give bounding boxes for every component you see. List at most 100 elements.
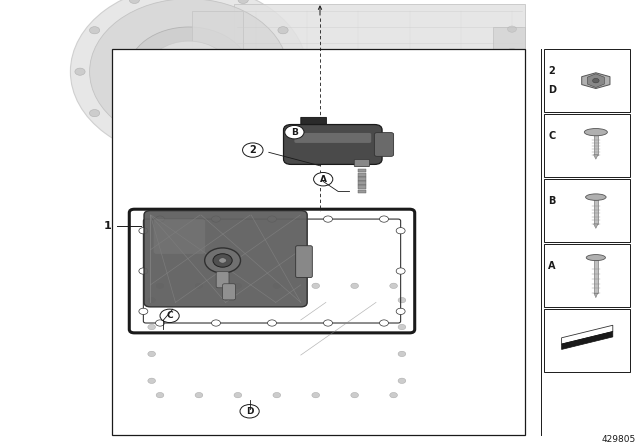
FancyBboxPatch shape <box>544 244 630 307</box>
Circle shape <box>243 143 263 157</box>
Circle shape <box>75 68 85 75</box>
Text: B: B <box>548 196 556 206</box>
FancyBboxPatch shape <box>112 49 525 435</box>
FancyBboxPatch shape <box>284 125 382 164</box>
FancyBboxPatch shape <box>358 190 366 193</box>
Ellipse shape <box>70 0 307 159</box>
Polygon shape <box>594 155 598 159</box>
Circle shape <box>90 110 100 117</box>
Circle shape <box>285 125 304 139</box>
Circle shape <box>139 268 148 274</box>
FancyBboxPatch shape <box>594 260 598 293</box>
Circle shape <box>156 320 164 326</box>
Circle shape <box>195 392 203 398</box>
Circle shape <box>593 78 599 83</box>
Circle shape <box>160 309 179 323</box>
Circle shape <box>508 93 516 99</box>
FancyBboxPatch shape <box>493 27 525 108</box>
Circle shape <box>396 228 405 234</box>
Text: C: C <box>166 311 173 320</box>
Circle shape <box>148 378 156 383</box>
Ellipse shape <box>584 129 607 136</box>
FancyBboxPatch shape <box>544 309 630 372</box>
FancyBboxPatch shape <box>594 134 598 155</box>
Circle shape <box>380 320 388 326</box>
Circle shape <box>148 297 156 303</box>
Circle shape <box>268 320 276 326</box>
Circle shape <box>129 140 140 147</box>
Circle shape <box>273 283 280 289</box>
Text: 2: 2 <box>250 145 256 155</box>
Circle shape <box>390 283 397 289</box>
Circle shape <box>380 216 388 222</box>
Circle shape <box>398 378 406 383</box>
Polygon shape <box>410 278 422 414</box>
Circle shape <box>312 392 319 398</box>
Circle shape <box>268 216 276 222</box>
FancyBboxPatch shape <box>544 179 630 242</box>
FancyBboxPatch shape <box>216 271 229 288</box>
Circle shape <box>139 228 148 234</box>
FancyBboxPatch shape <box>358 185 366 189</box>
Circle shape <box>278 110 288 117</box>
FancyBboxPatch shape <box>296 246 312 278</box>
FancyBboxPatch shape <box>544 49 630 112</box>
Circle shape <box>508 26 516 32</box>
Circle shape <box>156 283 164 289</box>
Circle shape <box>195 283 203 289</box>
Circle shape <box>238 0 248 4</box>
Circle shape <box>351 283 358 289</box>
Text: D: D <box>548 85 556 95</box>
Text: A: A <box>320 175 326 184</box>
Polygon shape <box>582 73 610 89</box>
FancyBboxPatch shape <box>374 133 394 156</box>
Circle shape <box>390 392 397 398</box>
Text: C: C <box>548 131 556 141</box>
FancyBboxPatch shape <box>544 114 630 177</box>
Ellipse shape <box>177 63 200 80</box>
Ellipse shape <box>90 0 288 145</box>
Circle shape <box>508 48 516 55</box>
Ellipse shape <box>163 53 214 90</box>
Text: 1: 1 <box>104 221 111 231</box>
Circle shape <box>398 297 406 303</box>
Polygon shape <box>192 11 243 132</box>
Text: 429805: 429805 <box>601 435 636 444</box>
FancyBboxPatch shape <box>122 74 179 119</box>
Circle shape <box>292 68 303 75</box>
Circle shape <box>148 351 156 357</box>
Circle shape <box>351 392 358 398</box>
Text: A: A <box>548 261 556 271</box>
Circle shape <box>213 254 232 267</box>
Circle shape <box>278 27 288 34</box>
FancyBboxPatch shape <box>358 177 366 181</box>
Circle shape <box>184 151 194 158</box>
Circle shape <box>240 405 259 418</box>
Circle shape <box>156 392 164 398</box>
Ellipse shape <box>147 41 230 102</box>
Circle shape <box>205 248 241 273</box>
Polygon shape <box>594 293 598 298</box>
Text: D: D <box>246 407 253 416</box>
FancyBboxPatch shape <box>355 159 370 167</box>
Circle shape <box>396 308 405 314</box>
Circle shape <box>234 392 242 398</box>
Circle shape <box>211 216 220 222</box>
Circle shape <box>90 27 100 34</box>
FancyBboxPatch shape <box>144 278 410 403</box>
Circle shape <box>508 116 516 122</box>
Circle shape <box>508 71 516 77</box>
Polygon shape <box>562 325 613 344</box>
Circle shape <box>398 324 406 330</box>
Circle shape <box>234 283 242 289</box>
FancyBboxPatch shape <box>358 173 366 177</box>
Polygon shape <box>562 332 613 349</box>
Circle shape <box>219 258 227 263</box>
Circle shape <box>273 392 280 398</box>
Circle shape <box>323 216 333 222</box>
FancyBboxPatch shape <box>358 181 366 185</box>
Ellipse shape <box>128 27 250 116</box>
Circle shape <box>129 0 140 4</box>
FancyBboxPatch shape <box>358 169 366 172</box>
Circle shape <box>148 324 156 330</box>
